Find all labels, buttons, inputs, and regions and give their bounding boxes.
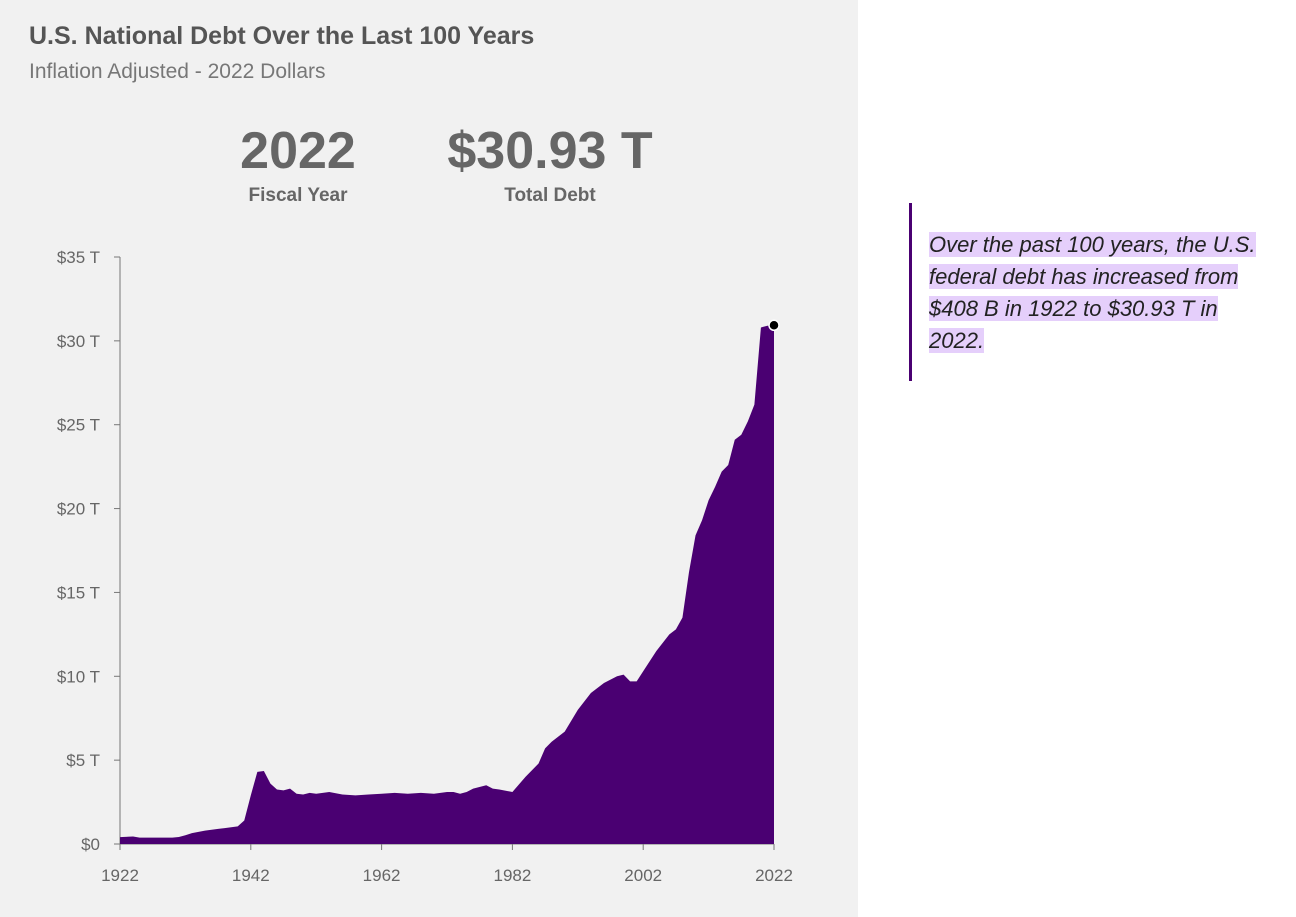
- current-year-marker[interactable]: [768, 319, 780, 332]
- callout-text: Over the past 100 years, the U.S. federa…: [929, 229, 1264, 357]
- y-tick-label: $30 T: [57, 332, 100, 351]
- summary-callout: Over the past 100 years, the U.S. federa…: [909, 203, 1269, 381]
- y-tick-label: $35 T: [57, 248, 100, 267]
- y-tick-label: $0: [81, 835, 100, 854]
- x-tick-label: 2002: [624, 866, 662, 885]
- y-tick-label: $5 T: [66, 751, 100, 770]
- y-tick-label: $10 T: [57, 667, 100, 686]
- total-debt-stat: $30.93 T Total Debt: [430, 122, 670, 207]
- x-tick-label: 1922: [101, 866, 139, 885]
- x-axis: 1922 1942 1962 1982 2002 2022: [101, 843, 793, 885]
- fiscal-year-value: 2022: [240, 122, 356, 180]
- fiscal-year-stat: 2022 Fiscal Year: [218, 122, 378, 207]
- x-tick-label: 1982: [493, 866, 531, 885]
- y-tick-label: $15 T: [57, 583, 100, 602]
- chart-title: U.S. National Debt Over the Last 100 Yea…: [29, 22, 535, 50]
- total-debt-value: $30.93 T: [447, 122, 653, 180]
- x-tick-label: 1962: [363, 866, 401, 885]
- y-tick-label: $20 T: [57, 500, 100, 519]
- chart-panel: U.S. National Debt Over the Last 100 Yea…: [0, 0, 858, 917]
- x-tick-label: 1942: [232, 866, 270, 885]
- chart-subtitle: Inflation Adjusted - 2022 Dollars: [29, 60, 326, 83]
- debt-area-chart[interactable]: $0 $5 T $10 T $15 T $20 T $25 T $30 T $35 T 192…: [0, 0, 858, 917]
- y-tick-label: $25 T: [57, 416, 100, 435]
- callout-highlight: Over the past 100 years, the U.S. federa…: [929, 232, 1256, 353]
- fiscal-year-label: Fiscal Year: [248, 185, 348, 206]
- total-debt-label: Total Debt: [504, 185, 596, 206]
- x-tick-label: 2022: [755, 866, 793, 885]
- debt-area-series[interactable]: [120, 325, 774, 844]
- y-axis: $0 $5 T $10 T $15 T $20 T $25 T $30 T $35 T: [57, 248, 121, 854]
